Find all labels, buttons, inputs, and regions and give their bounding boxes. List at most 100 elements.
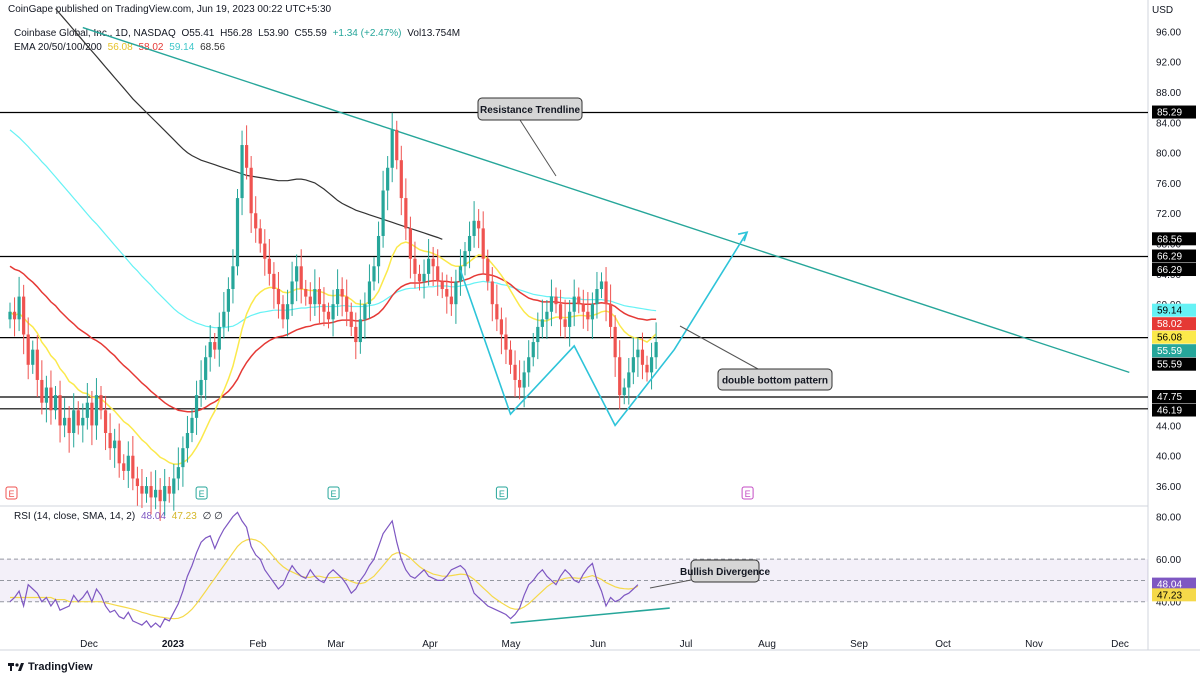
price-tick-label: 36.00 — [1156, 482, 1181, 493]
price-tick-label: 92.00 — [1156, 58, 1181, 69]
price-tick-label: 88.00 — [1156, 88, 1181, 99]
rsi-legend: RSI (14, close, SMA, 14, 2) 48.04 47.23 … — [14, 511, 226, 522]
candle-up — [217, 326, 221, 350]
earnings-marker-text: E — [499, 489, 505, 499]
time-tick-label: Jun — [590, 639, 606, 650]
price-axis-badge-text: 59.14 — [1157, 306, 1182, 317]
candle-down — [508, 349, 513, 365]
candle-down — [149, 486, 153, 498]
candle-down — [167, 486, 171, 494]
earnings-marker-text: E — [331, 489, 337, 499]
legend-open: O55.41 — [181, 28, 215, 39]
candle-up — [313, 289, 317, 305]
candle-down — [436, 266, 440, 282]
price-tick-label: 44.00 — [1156, 421, 1181, 432]
candle-down — [12, 311, 17, 320]
candle-down — [399, 160, 403, 199]
resistance-callout-box — [477, 97, 583, 121]
candle-down — [504, 334, 508, 350]
price-tick-label: 76.00 — [1156, 179, 1181, 190]
candle-up — [595, 289, 599, 305]
candle-down — [22, 296, 26, 335]
candle-up — [454, 281, 458, 305]
price-tick-label: 84.00 — [1156, 118, 1181, 129]
candle-down — [404, 198, 408, 229]
resistance-callout-pointer — [519, 119, 557, 177]
candle-up — [636, 349, 640, 358]
candle-down — [322, 304, 326, 312]
time-tick-label: Dec — [80, 639, 98, 650]
candle-up — [81, 417, 85, 426]
candle-down — [604, 281, 608, 305]
rsi-tick-label: 60.00 — [1156, 555, 1181, 566]
candle-down — [213, 342, 217, 350]
candle-up — [531, 342, 535, 358]
candle-down — [581, 304, 585, 312]
candle-down — [586, 311, 590, 320]
legend-ema-label: EMA 20/50/100/200 — [14, 42, 102, 53]
rsi-sma-line — [10, 538, 639, 620]
candle-up — [235, 198, 240, 267]
candle-up — [654, 342, 658, 358]
tradingview-brand: TradingView — [8, 661, 93, 673]
candle-down — [326, 311, 331, 320]
candle-down — [99, 395, 103, 411]
candle-up — [172, 478, 176, 494]
candle-up — [163, 486, 167, 502]
candle-down — [449, 296, 453, 305]
candle-up — [144, 486, 149, 494]
candle-down — [417, 273, 422, 282]
candle-up — [190, 417, 194, 434]
candle-up — [458, 266, 463, 282]
earnings-marker — [195, 486, 208, 500]
candle-up — [226, 289, 230, 312]
price-axis-badge-text: 47.75 — [1157, 392, 1182, 403]
candle-up — [381, 190, 385, 236]
resistance-trendline — [82, 26, 1130, 374]
ema50-line — [9, 265, 657, 413]
candle-up — [627, 372, 631, 388]
earnings-marker-text: E — [8, 489, 14, 499]
candle-up — [386, 167, 390, 191]
divergence-callout-pointer — [649, 579, 692, 589]
candle-up — [295, 266, 299, 282]
candle-down — [395, 129, 399, 161]
rsi-axis-badge — [1152, 588, 1196, 602]
candle-down — [445, 289, 449, 297]
candle-up — [590, 304, 594, 320]
candle-up — [427, 258, 431, 274]
candle-down — [554, 296, 558, 305]
candle-down — [345, 296, 349, 312]
time-tick-label: Oct — [935, 639, 951, 650]
legend-ema200: 68.56 — [200, 42, 226, 53]
candle-up — [44, 387, 48, 403]
candle-up — [631, 357, 635, 373]
price-axis-badge-text: 85.29 — [1157, 108, 1182, 119]
earnings-marker — [327, 486, 340, 500]
rsi-axis-badge-text: 47.23 — [1157, 590, 1182, 601]
time-tick-label: Nov — [1025, 639, 1043, 650]
candle-down — [245, 145, 249, 168]
candle-up — [126, 455, 130, 471]
candle-down — [131, 455, 135, 479]
divergence-callout-text: Bullish Divergence — [680, 567, 770, 578]
candle-up — [599, 281, 604, 290]
brand-text: TradingView — [28, 661, 93, 673]
legend-high: H56.28 — [220, 28, 253, 39]
legend-symbol: Coinbase Global, Inc., 1D, NASDAQ — [14, 28, 176, 39]
earnings-marker-text: E — [745, 489, 751, 499]
legend-change: +1.34 (+2.47%) — [332, 28, 402, 39]
candle-down — [618, 357, 622, 396]
legend-volume: Vol13.754M — [407, 28, 461, 39]
rsi-tick-label: 80.00 — [1156, 513, 1181, 524]
rsi-axis-badge-text: 48.04 — [1157, 580, 1182, 591]
price-axis-badge-text: 66.29 — [1157, 252, 1182, 263]
candle-up — [208, 342, 212, 358]
time-tick-label: 2023 — [162, 639, 185, 650]
price-tick-label: 40.00 — [1156, 452, 1181, 463]
legend-close: C55.59 — [294, 28, 327, 39]
price-axis-badge — [1152, 330, 1196, 344]
candle-down — [349, 311, 353, 327]
candle-up — [231, 266, 235, 290]
